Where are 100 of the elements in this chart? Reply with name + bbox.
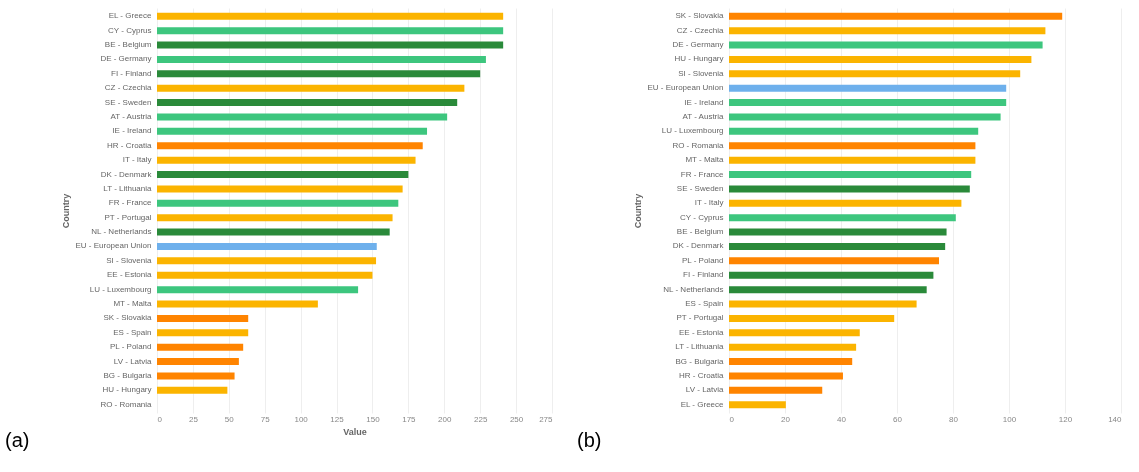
y-tick-label: EL - Greece — [680, 399, 725, 409]
x-axis-title: Value — [343, 426, 367, 437]
x-tick-label: 60 — [893, 414, 903, 424]
y-tick-label: BG - Bulgaria — [103, 370, 153, 380]
y-tick-label: SE - Sweden — [104, 97, 152, 107]
bar — [729, 199, 962, 207]
bar — [157, 99, 458, 107]
y-tick-label: EU - European Union — [75, 241, 152, 251]
y-tick-label: LT - Lithuania — [675, 342, 725, 352]
bar — [157, 41, 504, 49]
x-tick-label: 225 — [474, 414, 488, 424]
bar — [729, 386, 823, 394]
bar — [157, 199, 399, 207]
y-tick-label: CZ - Czechia — [104, 83, 153, 93]
text: (a) — [5, 429, 30, 451]
x-tick-label: 125 — [330, 414, 345, 424]
y-tick-label: FR - France — [680, 169, 725, 179]
y-tick-label: SK - Slovakia — [103, 313, 153, 323]
bar — [157, 127, 428, 135]
y-tick-label: SI - Slovenia — [106, 255, 153, 265]
y-tick-label: BE - Belgium — [104, 40, 152, 50]
x-tick-label: 0 — [157, 414, 163, 424]
bar — [729, 55, 1032, 63]
y-tick-label: NL - Netherlands — [663, 284, 724, 294]
x-tick-label: 25 — [188, 414, 199, 424]
bar — [157, 70, 481, 78]
x-tick-label: 20 — [781, 414, 791, 424]
y-tick-label: HU - Hungary — [674, 54, 724, 64]
y-tick-label: RO - Romania — [100, 399, 153, 409]
y-tick-label: SI - Slovenia — [678, 68, 725, 78]
y-tick-label: EE - Estonia — [679, 327, 725, 337]
x-tick-label: 200 — [438, 414, 452, 424]
x-tick-label: 150 — [366, 414, 381, 424]
y-tick-label: DE - Germany — [100, 54, 152, 64]
bar — [157, 156, 416, 164]
bar — [729, 242, 946, 250]
bar — [157, 286, 359, 294]
y-tick-label: IT - Italy — [122, 155, 152, 165]
y-tick-label: BE - Belgium — [676, 227, 724, 237]
y-axis-title: Country — [633, 193, 644, 229]
y-tick-label: LU - Luxembourg — [89, 284, 152, 294]
y-tick-label: ES - Spain — [685, 299, 724, 309]
x-tick-label: 80 — [949, 414, 959, 424]
bar — [157, 257, 377, 265]
y-tick-label: PL - Poland — [109, 342, 152, 352]
y-tick-label: FI - Finland — [683, 270, 724, 280]
bar — [157, 27, 504, 35]
y-tick-label: HR - Croatia — [107, 140, 153, 150]
bar — [157, 329, 249, 337]
y-tick-label: BG - Bulgaria — [675, 356, 725, 366]
x-tick-label: 75 — [260, 414, 271, 424]
bar — [729, 185, 970, 193]
bar — [157, 171, 409, 179]
bar — [729, 127, 979, 135]
y-tick-label: IE - Ireland — [112, 126, 152, 136]
y-tick-label: DK - Denmark — [672, 241, 725, 251]
bar — [157, 358, 239, 366]
y-tick-label: MT - Malta — [685, 155, 725, 165]
bar — [729, 314, 895, 322]
y-tick-label: DE - Germany — [672, 40, 724, 50]
bar — [729, 271, 934, 279]
y-tick-label: PL - Poland — [681, 255, 724, 265]
x-tick-label: 175 — [402, 414, 417, 424]
y-tick-label: LV - Latvia — [685, 385, 725, 395]
bar — [729, 286, 927, 294]
y-tick-label: CY - Cyprus — [680, 212, 724, 222]
y-tick-label: SK - Slovakia — [675, 11, 725, 21]
bar — [729, 113, 1001, 121]
bar — [157, 214, 393, 222]
y-tick-label: PT - Portugal — [104, 212, 152, 222]
x-tick-label: 120 — [1058, 414, 1073, 424]
bar — [157, 84, 465, 92]
bar — [729, 27, 1046, 35]
y-tick-label: AT - Austria — [110, 111, 153, 121]
bar — [729, 171, 972, 179]
y-tick-label: IE - Ireland — [684, 97, 724, 107]
x-tick-label: 50 — [224, 414, 235, 424]
y-tick-label: IT - Italy — [694, 198, 724, 208]
bar — [729, 12, 1063, 20]
bar — [729, 99, 1007, 107]
bar — [157, 314, 249, 322]
bar — [157, 300, 318, 308]
bar — [157, 113, 448, 121]
y-tick-label: RO - Romania — [672, 140, 725, 150]
y-tick-label: HU - Hungary — [102, 385, 152, 395]
text: (b) — [577, 429, 602, 451]
bar — [157, 372, 235, 380]
y-tick-label: LT - Lithuania — [103, 183, 153, 193]
y-tick-label: CZ - Czechia — [676, 25, 725, 35]
y-tick-label: FI - Finland — [111, 68, 152, 78]
y-tick-label: AT - Austria — [682, 111, 725, 121]
x-tick-label: 250 — [509, 414, 524, 424]
x-tick-label: 0 — [729, 414, 735, 424]
bar — [729, 401, 786, 409]
bar — [729, 228, 947, 236]
y-tick-label: HR - Croatia — [679, 370, 725, 380]
bar — [729, 329, 860, 337]
y-tick-label: EL - Greece — [108, 11, 153, 21]
bar — [157, 12, 504, 20]
bar — [729, 156, 976, 164]
